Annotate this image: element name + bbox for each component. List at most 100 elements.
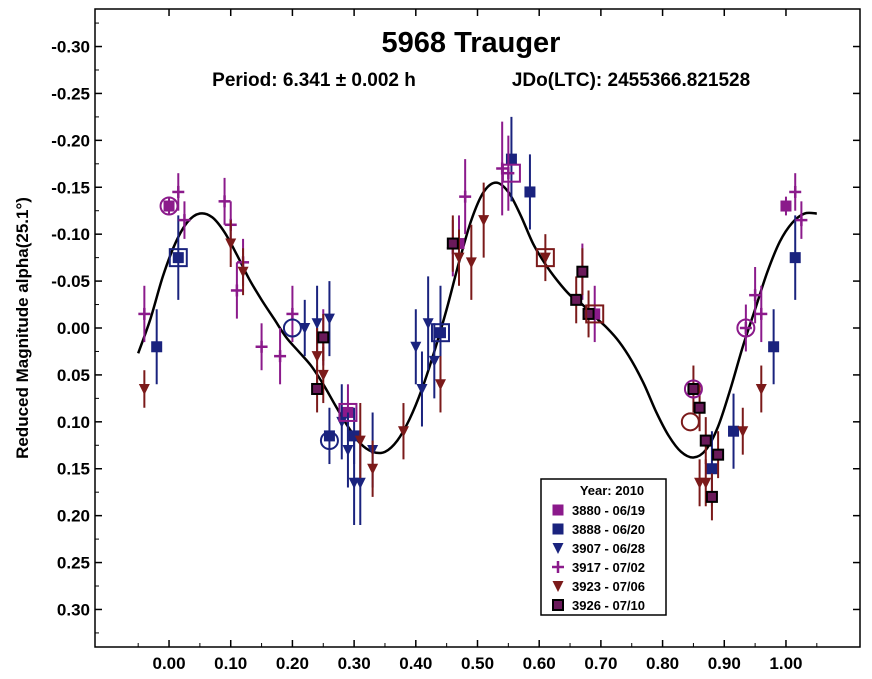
highlight-square <box>585 304 605 324</box>
data-point <box>422 318 434 330</box>
data-point <box>712 448 725 461</box>
data-point <box>780 200 792 212</box>
data-point <box>465 257 477 269</box>
data-point <box>178 214 191 227</box>
data-point <box>446 237 459 250</box>
x-axis: 0.00 0.10 0.20 0.30 0.40 0.50 0.60 0.70 0.80 0.90… <box>137 9 818 673</box>
highlight-square <box>501 163 521 183</box>
data-point <box>323 313 335 325</box>
y-axis-label: Reduced Magnitude alpha(25.1°) <box>13 197 32 459</box>
data-point <box>768 341 780 353</box>
legend-marker <box>552 581 564 592</box>
data-point <box>286 307 299 320</box>
y-tick-label: -0.05 <box>51 272 90 291</box>
data-point <box>524 186 536 198</box>
legend-entry-label: 3923 - 07/06 <box>572 579 645 594</box>
highlight-square <box>338 402 358 422</box>
x-tick-label: 0.00 <box>152 654 185 673</box>
data-point <box>699 434 712 447</box>
data-points-layer <box>138 116 808 526</box>
data-point <box>749 289 762 302</box>
data-point <box>576 265 589 278</box>
data-point <box>323 430 335 442</box>
fit-curve-layer <box>137 181 817 459</box>
y-tick-label: -0.30 <box>51 38 90 57</box>
data-point <box>728 425 740 437</box>
data-point <box>453 252 465 264</box>
data-point <box>218 195 231 208</box>
x-tick-label: 0.10 <box>214 654 247 673</box>
data-point <box>230 284 243 297</box>
highlight-square <box>430 323 450 343</box>
legend-entry-label: 3907 - 06/28 <box>572 541 645 556</box>
legend-entry-label: 3917 - 07/02 <box>572 560 645 575</box>
data-point <box>397 426 409 438</box>
legend-entry-label: 3888 - 06/20 <box>572 522 645 537</box>
data-point <box>539 252 551 264</box>
y-tick-label: 0.20 <box>57 507 90 526</box>
x-tick-label: 0.40 <box>399 654 432 673</box>
y-tick-label: 0.25 <box>57 554 90 573</box>
highlight-circle <box>159 196 179 216</box>
y-tick-label: -0.25 <box>51 84 90 103</box>
data-point <box>755 383 767 395</box>
y-tick-label: 0.30 <box>57 600 90 619</box>
highlight-markers-layer <box>159 163 756 451</box>
data-point <box>459 190 472 203</box>
data-point <box>354 435 366 447</box>
plot-area <box>94 8 861 648</box>
data-point <box>687 382 700 395</box>
data-point <box>434 379 446 391</box>
y-tick-label: -0.20 <box>51 131 90 150</box>
data-point <box>502 167 515 180</box>
y-tick-label: 0.15 <box>57 460 90 479</box>
data-point <box>138 307 151 320</box>
legend: Year: 2010 3880 - 06/19 3888 - 06/20 3907 … <box>540 478 667 616</box>
y-tick-label: 0.10 <box>57 413 90 432</box>
data-point <box>274 350 287 363</box>
data-point <box>795 214 808 227</box>
data-point <box>434 327 446 339</box>
legend-marker <box>552 543 564 554</box>
data-point <box>311 382 324 395</box>
y-tick-label: -0.10 <box>51 225 90 244</box>
data-point <box>163 200 175 212</box>
legend-marker <box>552 523 564 535</box>
data-point <box>255 340 268 353</box>
data-point <box>478 215 490 227</box>
data-point <box>428 355 440 367</box>
x-tick-label: 0.70 <box>584 654 617 673</box>
chart-subtitle-epoch: JDo(LTC): 2455366.821528 <box>512 70 750 91</box>
x-tick-label: 0.90 <box>708 654 741 673</box>
legend-title: Year: 2010 <box>580 483 644 498</box>
data-point <box>225 238 237 250</box>
highlight-square <box>168 248 188 268</box>
highlight-circle <box>683 379 703 399</box>
highlight-square <box>535 248 555 268</box>
data-point <box>317 331 330 344</box>
legend-marker <box>552 504 564 516</box>
data-point <box>755 307 768 320</box>
y-tick-label: 0.05 <box>57 366 90 385</box>
x-tick-label: 0.80 <box>646 654 679 673</box>
x-tick-label: 1.00 <box>769 654 802 673</box>
data-point <box>410 341 422 353</box>
data-point <box>299 323 311 334</box>
highlight-circle <box>680 412 700 432</box>
data-point <box>582 307 595 320</box>
x-tick-label: 0.60 <box>523 654 556 673</box>
data-point <box>311 318 323 330</box>
data-point <box>706 463 718 475</box>
data-point <box>416 383 428 395</box>
y-tick-label: -0.15 <box>51 178 90 197</box>
data-point <box>739 322 752 334</box>
legend-box <box>540 478 667 616</box>
data-point <box>151 341 163 353</box>
fit-curve <box>137 181 817 459</box>
data-point <box>354 477 366 489</box>
data-point <box>693 401 706 414</box>
highlight-circle <box>736 318 756 338</box>
highlight-circle <box>319 431 339 451</box>
data-point <box>705 490 718 503</box>
